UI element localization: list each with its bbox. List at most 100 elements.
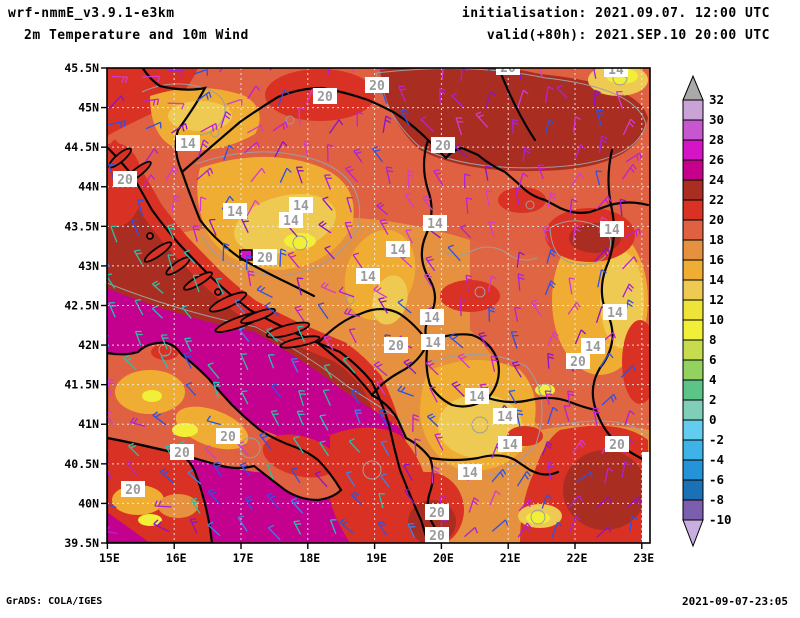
svg-text:20: 20	[174, 446, 190, 461]
lon-tick-label: 18E	[299, 551, 320, 565]
svg-text:14: 14	[469, 390, 485, 405]
lat-tick-label: 41N	[78, 417, 99, 431]
svg-text:14: 14	[180, 137, 196, 152]
contour-label: 14	[493, 408, 517, 425]
contour-label: 20	[365, 77, 389, 94]
colorbar-tick-label: -8	[709, 492, 724, 507]
contour-label: 20	[253, 249, 277, 266]
svg-text:14: 14	[608, 63, 624, 78]
svg-text:20: 20	[117, 173, 133, 188]
lon-tick-label: 23E	[633, 551, 654, 565]
lat-lon-grid	[107, 68, 650, 543]
colorbar-tick-label: 24	[709, 172, 724, 187]
svg-text:14: 14	[497, 410, 513, 425]
model-title: wrf-nmmE_v3.9.1-e3km	[8, 6, 175, 21]
svg-text:14: 14	[604, 223, 620, 238]
domain-edge-strip	[642, 452, 650, 543]
lat-tick-label: 44.5N	[64, 140, 99, 154]
contour-label: 20	[566, 353, 590, 370]
colorbar-tick-label: 0	[709, 412, 717, 427]
contour-label: 14	[465, 388, 489, 405]
lat-tick-label: 41.5N	[64, 378, 99, 392]
colorbar-tick-label: 26	[709, 152, 724, 167]
contour-label: 14	[176, 135, 200, 152]
contour-label: 14	[423, 215, 447, 232]
contour-label: 14	[498, 436, 522, 453]
contour-label: 20	[121, 481, 145, 498]
svg-text:14: 14	[227, 205, 243, 220]
contour-label: 14	[386, 241, 410, 258]
contour-label: 20	[605, 436, 629, 453]
svg-text:14: 14	[360, 270, 376, 285]
contour-label: 14	[421, 334, 445, 351]
lat-tick-label: 40N	[78, 496, 99, 510]
lon-tick-label: 20E	[433, 551, 454, 565]
contour-label: 14	[279, 212, 303, 229]
colorbar-tick-label: 18	[709, 232, 724, 247]
contour-label: 14	[604, 63, 628, 78]
svg-text:20: 20	[317, 90, 333, 105]
lat-tick-label: 39.5N	[64, 536, 99, 550]
colorbar-tick-label: 10	[709, 312, 724, 327]
contour-label: 14	[600, 221, 624, 238]
svg-text:14: 14	[585, 340, 601, 355]
svg-text:14: 14	[462, 466, 478, 481]
svg-text:14: 14	[425, 336, 441, 351]
lon-tick-label: 15E	[99, 551, 120, 565]
contour-label: 20	[496, 61, 520, 76]
svg-text:14: 14	[390, 243, 406, 258]
svg-text:20: 20	[500, 61, 516, 76]
lat-tick-label: 44N	[78, 180, 99, 194]
lat-tick-label: 43.5N	[64, 219, 99, 233]
svg-text:14: 14	[424, 311, 440, 326]
contour-label: 20	[313, 88, 337, 105]
colorbar-tick-label: 32	[709, 92, 724, 107]
contour-label: 14	[289, 197, 313, 214]
axis-ticks	[101, 67, 643, 549]
contour-label: 20	[425, 504, 449, 521]
colorbar-tick-label: 16	[709, 252, 724, 267]
contour-label: 14	[603, 304, 627, 321]
wind-barbs	[107, 68, 642, 541]
colorbar-tick-label: 2	[709, 392, 717, 407]
colorbar-tick-label: -6	[709, 472, 724, 487]
svg-text:20: 20	[609, 438, 625, 453]
lon-tick-label: 22E	[567, 551, 588, 565]
axis-labels: 15E 16E 17E 18E 19E 20E 21E 22E 23E 45.5N 45N 44.5N…	[64, 61, 654, 565]
colorbar-tick-label: 8	[709, 332, 717, 347]
svg-text:14: 14	[293, 199, 309, 214]
lat-tick-label: 42.5N	[64, 298, 99, 312]
svg-text:20: 20	[388, 339, 404, 354]
valid-time: valid(+80h): 2021.SEP.10 20:00 UTC	[486, 28, 770, 43]
lat-tick-label: 45.5N	[64, 61, 99, 75]
colorbar-tick-label: 4	[709, 372, 717, 387]
contour-label: 14	[581, 338, 605, 355]
colorbar-tick-label: -2	[709, 432, 724, 447]
svg-text:14: 14	[427, 217, 443, 232]
initialisation-time: initialisation: 2021.09.07. 12:00 UTC	[461, 6, 770, 21]
lon-tick-label: 19E	[366, 551, 387, 565]
lat-tick-label: 43N	[78, 259, 99, 273]
colorbar-tick-label: -4	[709, 452, 724, 467]
colorbar-tick-label: 30	[709, 112, 724, 127]
svg-text:20: 20	[429, 529, 445, 544]
colorbar-tick-label: 28	[709, 132, 724, 147]
contour-label: 20	[216, 428, 240, 445]
svg-text:14: 14	[283, 214, 299, 229]
lat-tick-label: 45N	[78, 101, 99, 115]
lat-tick-label: 40.5N	[64, 457, 99, 471]
lat-tick-label: 42N	[78, 338, 99, 352]
svg-text:20: 20	[220, 430, 236, 445]
svg-text:20: 20	[570, 355, 586, 370]
creation-timestamp: 2021-09-07-23:05	[682, 595, 788, 608]
colorbar-tick-label: 20	[709, 212, 724, 227]
contour-label: 20	[431, 137, 455, 154]
contour-label: 20	[170, 444, 194, 461]
product-title: 2m Temperature and 10m Wind	[24, 28, 249, 43]
contour-label: 20	[384, 337, 408, 354]
